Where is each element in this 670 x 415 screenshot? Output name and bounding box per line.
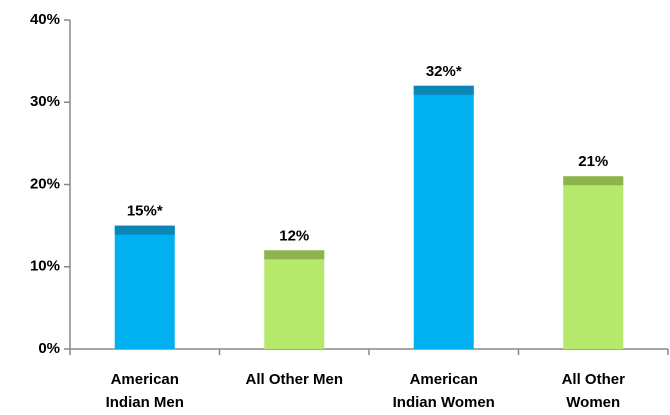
x-tick-label: American <box>111 371 179 388</box>
bar <box>114 225 175 349</box>
bar-body <box>413 85 474 350</box>
y-tick-label: 0% <box>38 340 60 357</box>
data-label: 32%* <box>426 63 462 80</box>
y-tick-label: 30% <box>30 93 60 110</box>
bar-cap <box>264 250 325 260</box>
bar-body <box>114 225 175 349</box>
x-tick-label: Indian Men <box>106 394 184 411</box>
bar-body <box>563 176 624 349</box>
data-label: 15%* <box>127 203 163 220</box>
x-tick-label: All Other <box>562 371 626 388</box>
x-tick-label: Indian Women <box>393 394 495 411</box>
x-tick-label: American <box>410 371 478 388</box>
bar-cap <box>114 225 175 235</box>
y-tick-label: 40% <box>30 11 60 28</box>
x-tick-label: Women <box>566 394 620 411</box>
bar-cap <box>563 176 624 186</box>
data-label: 21% <box>578 153 608 170</box>
y-tick-label: 20% <box>30 175 60 192</box>
x-tick-label: All Other Men <box>245 371 343 388</box>
bar-cap <box>413 85 474 95</box>
bar <box>413 85 474 350</box>
data-label: 12% <box>279 227 309 244</box>
bar-body <box>264 250 325 349</box>
bar <box>563 176 624 349</box>
y-tick-label: 10% <box>30 258 60 275</box>
bar <box>264 250 325 349</box>
